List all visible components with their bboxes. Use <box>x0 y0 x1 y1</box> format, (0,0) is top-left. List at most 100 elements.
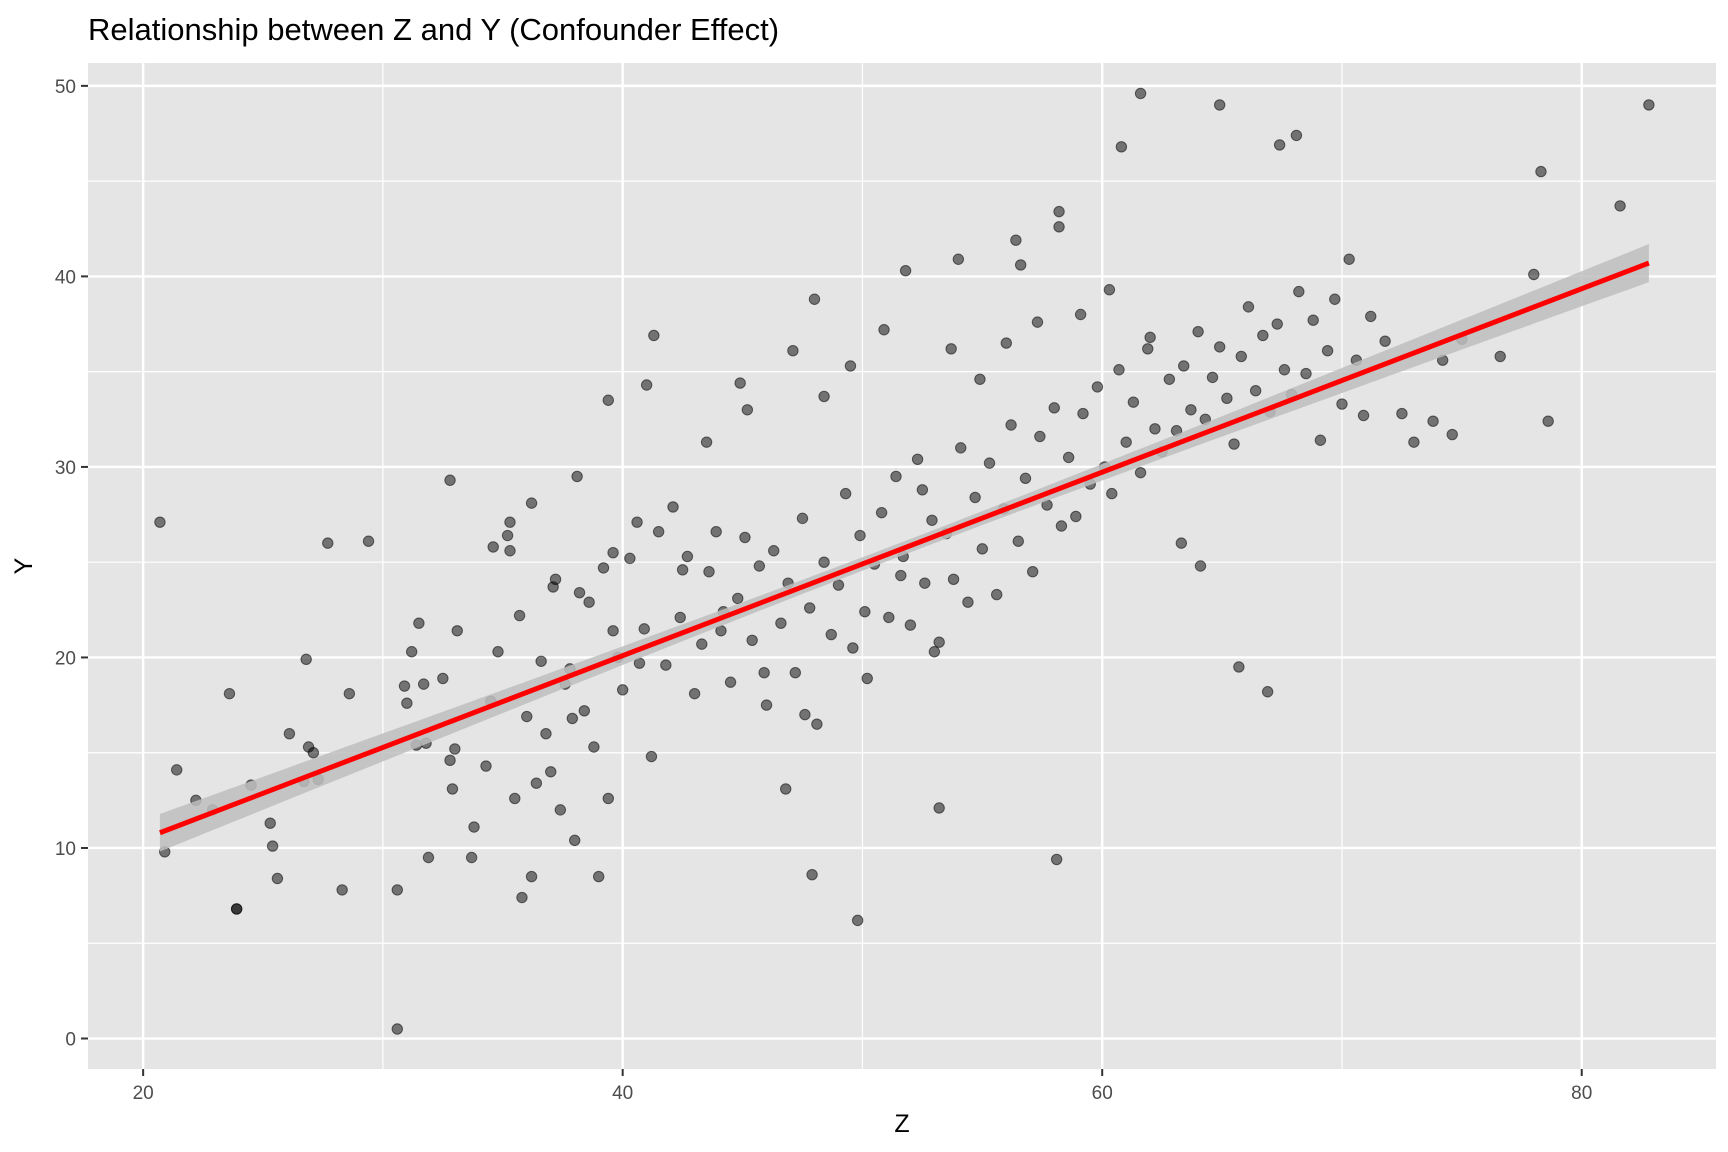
data-point <box>799 708 811 721</box>
data-point <box>703 566 715 578</box>
data-point <box>746 634 758 647</box>
data-point <box>1396 407 1408 420</box>
data-point <box>336 884 348 896</box>
data-point <box>1357 409 1370 422</box>
data-point <box>710 526 722 538</box>
data-point <box>492 646 504 658</box>
data-point <box>933 636 945 648</box>
data-point <box>1321 345 1334 357</box>
data-point <box>768 545 780 557</box>
data-point <box>343 687 356 700</box>
data-point <box>1242 301 1255 313</box>
data-point <box>554 804 567 816</box>
data-point <box>513 609 526 622</box>
data-point <box>911 453 924 466</box>
data-point <box>928 646 941 658</box>
data-point <box>1494 350 1506 363</box>
data-point <box>1542 415 1554 427</box>
data-point <box>525 870 538 883</box>
data-point <box>607 546 619 559</box>
x-tick-label: 80 <box>1571 1083 1592 1104</box>
data-point <box>1134 466 1147 479</box>
data-point <box>652 526 665 538</box>
data-point <box>566 712 579 725</box>
data-point <box>1408 436 1420 448</box>
data-point <box>808 293 821 305</box>
data-point <box>264 817 276 829</box>
data-point <box>803 602 816 614</box>
data-point <box>969 491 981 504</box>
data-point <box>1293 285 1305 298</box>
data-point <box>468 821 480 833</box>
data-point <box>688 687 701 700</box>
data-point <box>916 484 929 496</box>
data-point <box>300 653 312 666</box>
x-tick-label: 40 <box>612 1083 633 1104</box>
data-point <box>588 741 600 753</box>
data-point <box>1307 314 1319 326</box>
data-point <box>1213 99 1226 111</box>
data-point <box>545 766 557 778</box>
data-point <box>465 851 478 864</box>
data-point <box>952 253 965 265</box>
y-tick-label: 20 <box>55 648 76 669</box>
data-point <box>962 596 974 608</box>
data-point <box>504 516 516 528</box>
x-tick-label: 60 <box>1092 1083 1113 1104</box>
data-point <box>811 718 823 730</box>
data-point <box>451 625 463 637</box>
data-point <box>839 487 852 500</box>
data-point <box>640 379 653 391</box>
data-point <box>681 550 694 563</box>
data-point <box>504 545 516 557</box>
data-point <box>806 868 818 881</box>
data-point <box>1077 407 1089 420</box>
data-point <box>796 512 809 525</box>
data-point <box>602 792 614 805</box>
data-point <box>1213 341 1226 353</box>
data-point <box>899 264 912 277</box>
data-point <box>753 560 766 572</box>
data-point <box>398 680 411 692</box>
data-point <box>230 903 243 915</box>
data-point <box>696 638 708 650</box>
data-point <box>1163 373 1176 385</box>
data-point <box>1185 404 1197 416</box>
data-point <box>1235 350 1247 363</box>
y-tick-label: 30 <box>55 458 76 479</box>
data-point <box>1194 560 1207 572</box>
data-point <box>1249 385 1262 397</box>
data-point <box>223 687 236 700</box>
data-point <box>480 760 492 772</box>
data-point <box>401 697 413 709</box>
data-point <box>1336 398 1348 410</box>
data-point <box>547 581 559 593</box>
plot-panel <box>88 63 1716 1069</box>
data-point <box>501 529 514 542</box>
data-point <box>624 552 636 565</box>
data-point <box>1271 318 1283 330</box>
data-point <box>521 710 533 723</box>
data-point <box>171 764 183 776</box>
data-point <box>1012 535 1024 547</box>
y-tick-label: 50 <box>55 77 76 98</box>
y-tick-label: 0 <box>65 1030 76 1051</box>
data-point <box>607 625 619 637</box>
data-point <box>825 628 837 641</box>
data-point <box>1365 310 1377 323</box>
data-point <box>758 666 770 679</box>
data-point <box>787 345 799 357</box>
data-point <box>1643 99 1655 111</box>
major-gridlines <box>88 63 1716 1069</box>
data-point <box>844 360 857 372</box>
data-point <box>741 404 754 416</box>
data-point <box>1290 129 1303 142</box>
data-point <box>1120 436 1132 448</box>
data-point <box>444 474 456 486</box>
data-point <box>571 470 583 483</box>
data-point <box>645 750 658 763</box>
data-point <box>1446 428 1458 441</box>
data-point <box>904 619 917 631</box>
data-point <box>405 646 418 658</box>
data-point <box>602 394 614 406</box>
